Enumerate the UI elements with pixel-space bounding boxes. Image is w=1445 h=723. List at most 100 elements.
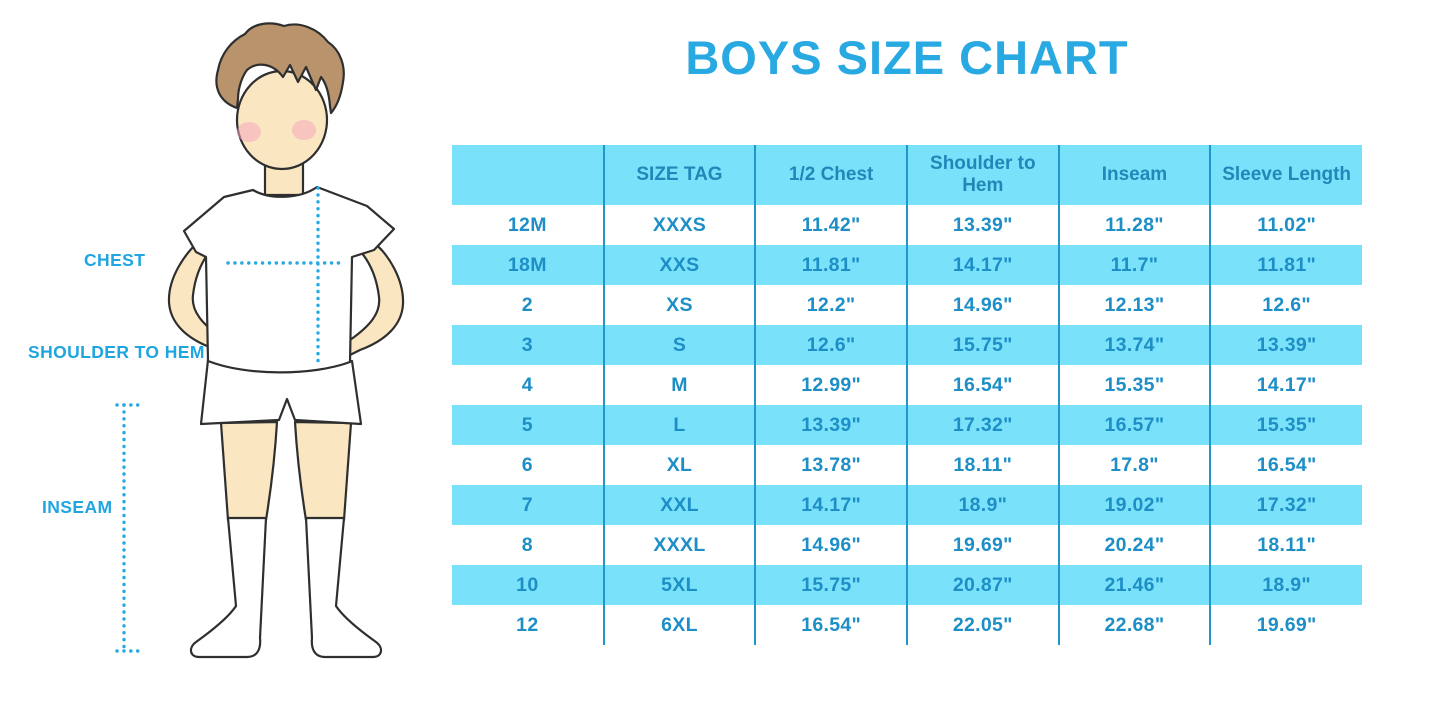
measurement-cell: 20.87" — [906, 565, 1060, 605]
measurement-cell: XXS — [603, 245, 757, 285]
measurement-cell: 19.69" — [906, 525, 1060, 565]
measurement-cell: 12.6" — [755, 325, 908, 365]
measurement-cell: M — [603, 365, 757, 405]
measurement-cell: 12.2" — [755, 285, 908, 325]
boy-tshirt — [182, 185, 396, 374]
measurement-cell: 13.39" — [906, 205, 1060, 245]
measurement-cell: 6XL — [603, 605, 757, 645]
measurement-cell: 11.28" — [1058, 205, 1212, 245]
table-body: 12M XXXS 11.42" 13.39" 11.28" 11.02" 18M XXS 11.… — [452, 205, 1362, 645]
blush-right — [292, 120, 316, 140]
measurement-cell: XXL — [603, 485, 757, 525]
size-cell: 5 — [452, 405, 605, 445]
size-cell: 12 — [452, 605, 605, 645]
boy-left-sock — [189, 516, 268, 659]
measurement-cell: 12.6" — [1262, 293, 1311, 316]
measurement-cell: 15.75" — [906, 325, 1060, 365]
size-cell: 2 — [452, 285, 605, 325]
table-row: 18M XXS 11.81" 14.17" 11.7" 11.81" — [452, 245, 1362, 285]
size-cell: 8 — [452, 525, 605, 565]
measurement-cell: 18.9" — [906, 485, 1060, 525]
measurement-cell: 17.32" — [1256, 493, 1317, 516]
table-row: 8 XXXL 14.96" 19.69" 20.24" 18.11" — [452, 525, 1362, 565]
column-header: Inseam — [1058, 145, 1212, 205]
blush-left — [237, 122, 261, 142]
size-cell: 10 — [452, 565, 605, 605]
column-header: Sleeve Length — [1210, 145, 1362, 205]
measurement-cell: XXXS — [603, 205, 757, 245]
column-header: 1/2 Chest — [755, 145, 908, 205]
measurement-cell: XXXL — [603, 525, 757, 565]
measurement-cell: 13.39" — [755, 405, 908, 445]
table-row: 7 XXL 14.17" 18.9" 19.02" 17.32" — [452, 485, 1362, 525]
measurement-cell: 11.02" — [1257, 213, 1317, 236]
measurement-cell: 15.35" — [1256, 413, 1317, 436]
measurement-cell: 16.54" — [755, 605, 908, 645]
measurement-cell: 16.57" — [1058, 405, 1212, 445]
measurement-cell: 14.96" — [755, 525, 908, 565]
measurement-cell: 11.42" — [755, 205, 908, 245]
column-header — [452, 145, 605, 205]
measurement-cell: 18.11" — [906, 445, 1060, 485]
size-cell: 3 — [452, 325, 605, 365]
measurement-cell: S — [603, 325, 757, 365]
table-row: 2 XS 12.2" 14.96" 12.13" 12.6" — [452, 285, 1362, 325]
page-title: BOYS SIZE CHART — [685, 31, 1129, 84]
column-header: SIZE TAG — [603, 145, 757, 205]
measurement-cell: 19.69" — [1256, 613, 1317, 636]
inseam-label: INSEAM — [42, 497, 113, 517]
measurement-cell: 16.54" — [1256, 453, 1317, 476]
header-row: SIZE TAG 1/2 Chest Shoulder to Hem Inseam Sl… — [452, 145, 1362, 205]
chest-label: CHEST — [84, 250, 146, 270]
measurement-cell: 22.68" — [1058, 605, 1212, 645]
table-row: 12M XXXS 11.42" 13.39" 11.28" 11.02" — [452, 205, 1362, 245]
measurement-cell: XL — [603, 445, 757, 485]
measurement-cell: 17.32" — [906, 405, 1060, 445]
table-row: 12 6XL 16.54" 22.05" 22.68" 19.69" — [452, 605, 1362, 645]
measurement-cell: 17.8" — [1058, 445, 1212, 485]
boy-hair — [215, 22, 345, 115]
measurement-cell: 12.99" — [755, 365, 908, 405]
boy-right-sock — [304, 516, 383, 659]
size-cell: 12M — [452, 205, 605, 245]
table-row: 10 5XL 15.75" 20.87" 21.46" 18.9" — [452, 565, 1362, 605]
size-cell: 7 — [452, 485, 605, 525]
boy-right-arm — [348, 238, 405, 357]
measurement-cell: 21.46" — [1058, 565, 1212, 605]
table-row: 5 L 13.39" 17.32" 16.57" 15.35" — [452, 405, 1362, 445]
measurement-cell: 16.54" — [906, 365, 1060, 405]
measurement-cell: 22.05" — [906, 605, 1060, 645]
measurement-cell: 15.75" — [755, 565, 908, 605]
measurement-cell: 14.96" — [906, 285, 1060, 325]
table-header: SIZE TAG 1/2 Chest Shoulder to Hem Inseam Sl… — [452, 145, 1362, 205]
measurement-cell: L — [603, 405, 757, 445]
table-row: 6 XL 13.78" 18.11" 17.8" 16.54" — [452, 445, 1362, 485]
measurement-cell: 15.35" — [1058, 365, 1212, 405]
measurement-cell: 11.7" — [1058, 245, 1212, 285]
size-cell: 4 — [452, 365, 605, 405]
measurement-cell: 5XL — [603, 565, 757, 605]
boy-left-leg — [219, 420, 279, 522]
column-header: Shoulder to Hem — [906, 145, 1060, 205]
measurement-cell: 11.81" — [755, 245, 908, 285]
table-row: 4 M 12.99" 16.54" 15.35" 14.17" — [452, 365, 1362, 405]
measurement-cell: 18.11" — [1257, 533, 1317, 556]
table-row: 3 S 12.6" 15.75" 13.74" 13.39" — [452, 325, 1362, 365]
measurement-cell: 13.39" — [1256, 333, 1317, 356]
size-cell: 6 — [452, 445, 605, 485]
size-cell: 18M — [452, 245, 605, 285]
boy-figure-illustration — [115, 22, 405, 659]
measurement-cell: 13.74" — [1058, 325, 1212, 365]
measurement-cell: 14.17" — [1256, 373, 1317, 396]
measurement-cell: 14.17" — [755, 485, 908, 525]
measurement-cell: 19.02" — [1058, 485, 1212, 525]
measurement-cell: 14.17" — [906, 245, 1060, 285]
shoulder-to-hem-label: SHOULDER TO HEM — [28, 342, 205, 362]
measurement-cell: 12.13" — [1058, 285, 1212, 325]
measurement-cell: 13.78" — [755, 445, 908, 485]
size-chart-table: SIZE TAG 1/2 Chest Shoulder to Hem Inseam Sl… — [452, 145, 1362, 645]
measurement-cell: 18.9" — [1262, 573, 1311, 596]
measurement-cell: 11.81" — [1257, 253, 1317, 276]
measurement-cell: XS — [603, 285, 757, 325]
